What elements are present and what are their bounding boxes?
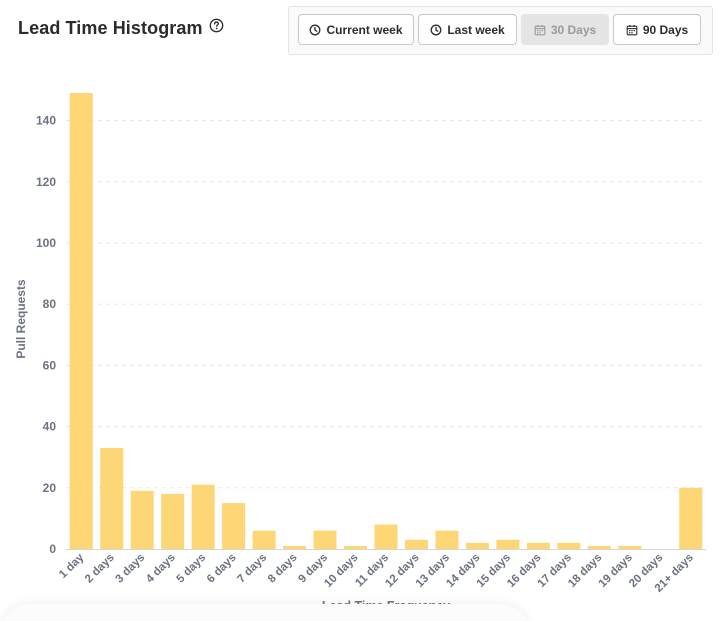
bar-17-days[interactable] xyxy=(557,542,581,549)
date-range-selector: Current week Last week 30 Days 90 Days xyxy=(288,6,713,55)
y-tick-label: 140 xyxy=(36,114,56,128)
x-tick-label: 5 days xyxy=(174,552,208,586)
bar-1-day[interactable] xyxy=(69,93,93,549)
next-card-edge xyxy=(0,604,530,621)
bars xyxy=(69,93,703,549)
x-tick-label: 3 days xyxy=(114,552,148,586)
x-tick-label: 8 days xyxy=(266,552,300,586)
y-tick-label: 0 xyxy=(49,542,56,556)
30-days-button[interactable]: 30 Days xyxy=(521,14,609,45)
x-tick-label: 10 days xyxy=(322,552,360,590)
bar-5-days[interactable] xyxy=(191,484,215,549)
bar-16-days[interactable] xyxy=(526,542,550,549)
x-tick-label: 7 days xyxy=(235,552,269,586)
calendar-icon xyxy=(626,24,638,36)
bar-7-days[interactable] xyxy=(252,530,276,549)
last-week-label: Last week xyxy=(447,22,505,37)
y-tick-label: 40 xyxy=(43,420,57,434)
y-tick-label: 60 xyxy=(43,358,57,372)
bar-3-days[interactable] xyxy=(130,490,154,549)
calendar-icon xyxy=(534,24,546,36)
x-tick-label: 6 days xyxy=(205,552,239,586)
bar-4-days[interactable] xyxy=(161,493,185,549)
bar-2-days[interactable] xyxy=(100,448,124,549)
bar-15-days[interactable] xyxy=(496,539,520,549)
y-tick-label: 120 xyxy=(36,175,56,189)
bar-9-days[interactable] xyxy=(313,530,337,549)
bar-13-days[interactable] xyxy=(435,530,459,549)
bar-21-days[interactable] xyxy=(679,487,703,549)
90-days-label: 90 Days xyxy=(642,22,689,37)
bar-18-days[interactable] xyxy=(587,545,611,549)
current-week-label: Current week xyxy=(326,22,403,37)
clock-icon xyxy=(309,24,321,36)
y-tick-label: 100 xyxy=(36,236,56,250)
30-days-label: 30 Days xyxy=(550,22,597,37)
y-axis-ticks: 0 20 40 60 80 100 120 140 xyxy=(36,114,56,556)
bar-19-days[interactable] xyxy=(618,545,642,549)
y-tick-label: 20 xyxy=(43,481,57,495)
bar-11-days[interactable] xyxy=(374,524,398,549)
bar-8-days[interactable] xyxy=(283,545,307,549)
last-week-button[interactable]: Last week xyxy=(418,14,517,45)
x-tick-label: 2 days xyxy=(83,552,117,586)
90-days-button[interactable]: 90 Days xyxy=(613,14,701,45)
x-tick-label: 4 days xyxy=(144,552,178,586)
bar-10-days[interactable] xyxy=(344,545,368,549)
page-title: Lead Time Histogram xyxy=(18,18,203,38)
question-circle-icon[interactable] xyxy=(209,18,224,33)
current-week-button[interactable]: Current week xyxy=(298,14,414,45)
clock-icon xyxy=(430,24,442,36)
bar-14-days[interactable] xyxy=(465,542,489,549)
grid-lines xyxy=(66,120,706,489)
y-tick-label: 80 xyxy=(43,297,57,311)
bar-12-days[interactable] xyxy=(404,539,428,549)
bar-6-days[interactable] xyxy=(222,503,246,549)
y-axis-label: Pull Requests xyxy=(14,279,28,359)
header: Lead Time Histogram xyxy=(18,18,224,39)
